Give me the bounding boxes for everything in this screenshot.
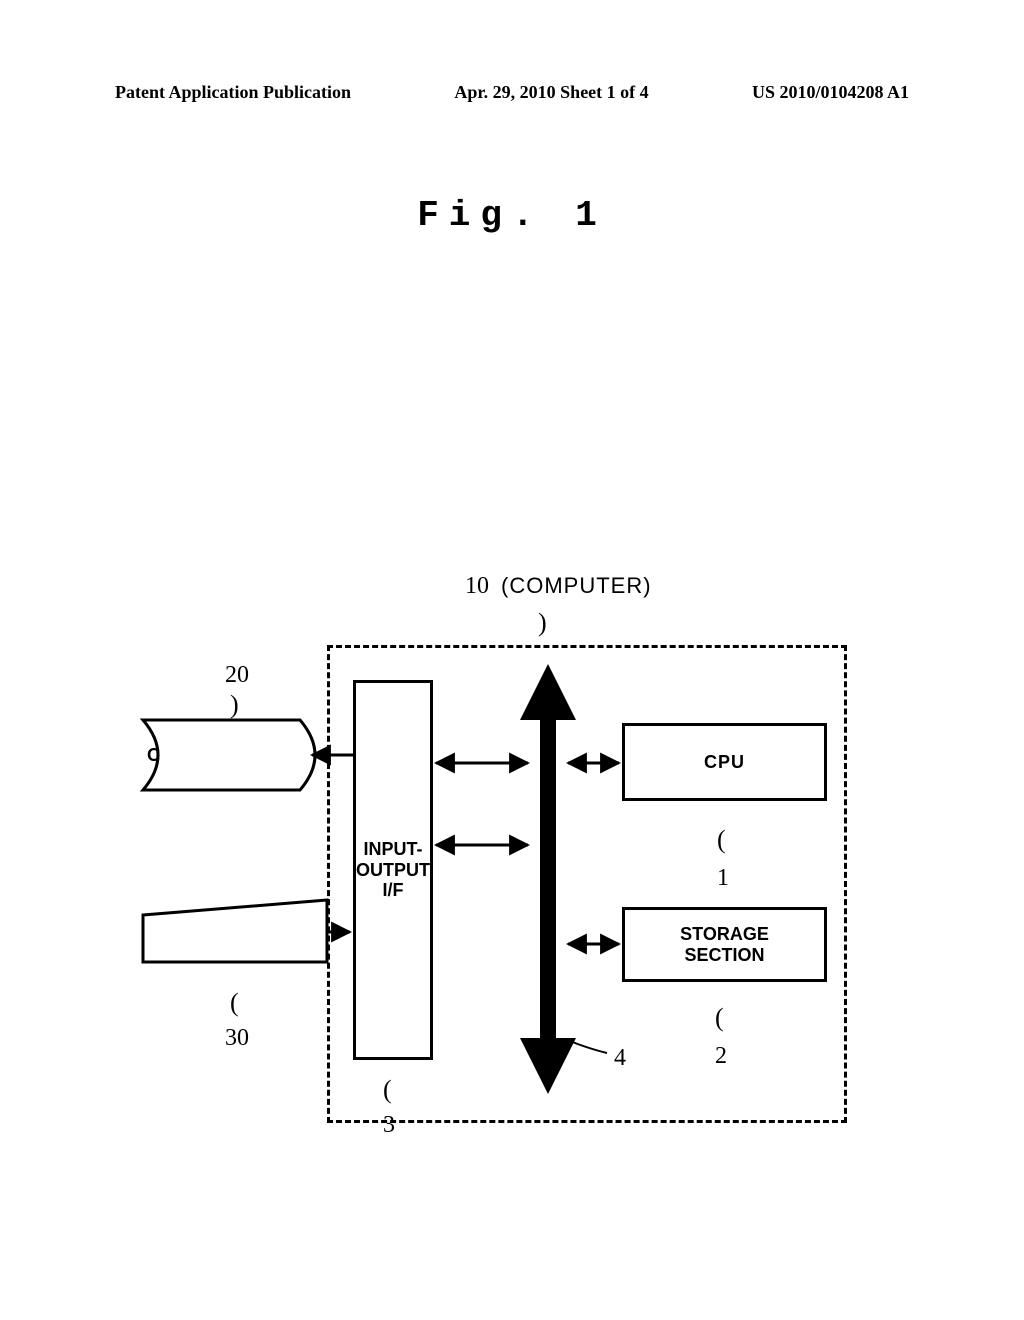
computer-ref-text: (COMPUTER)	[501, 573, 652, 598]
ref-20: 20	[225, 662, 249, 689]
ref-2: 2	[715, 1043, 727, 1070]
storage-block: STORAGE SECTION	[622, 907, 827, 982]
figure-title: Fig. 1	[0, 195, 1024, 236]
header-right: US 2010/0104208 A1	[752, 82, 909, 103]
leader-20: )	[230, 690, 239, 720]
input-device-label: INTPUT DEVICE	[143, 918, 328, 939]
io-interface-block: INPUT- OUTPUT I/F	[353, 680, 433, 1060]
leader-10: )	[538, 608, 547, 638]
ref-3: 3	[383, 1112, 395, 1139]
storage-label: STORAGE SECTION	[680, 924, 769, 965]
leader-2: (	[715, 1003, 724, 1033]
cpu-block: CPU	[622, 723, 827, 801]
leader-3: (	[383, 1075, 392, 1105]
header-middle: Apr. 29, 2010 Sheet 1 of 4	[454, 82, 648, 103]
leader-1: (	[717, 825, 726, 855]
leader-30: (	[230, 988, 239, 1018]
output-device-label: OUTPUT DEVICE	[147, 745, 332, 766]
cpu-label: CPU	[704, 752, 745, 773]
ref-30: 30	[225, 1025, 249, 1052]
computer-ref-num: 10	[465, 573, 489, 599]
io-interface-label: INPUT- OUTPUT I/F	[356, 839, 430, 901]
header-left: Patent Application Publication	[115, 82, 351, 103]
page: Patent Application Publication Apr. 29, …	[0, 0, 1024, 1320]
ref-4: 4	[614, 1045, 626, 1072]
ref-1: 1	[717, 865, 729, 892]
computer-ref: 10 (COMPUTER)	[465, 573, 652, 600]
header: Patent Application Publication Apr. 29, …	[0, 82, 1024, 103]
